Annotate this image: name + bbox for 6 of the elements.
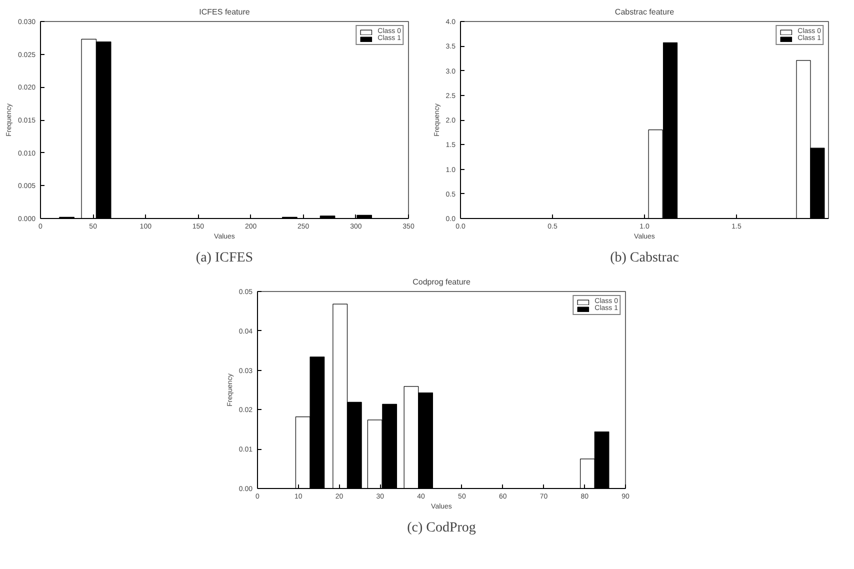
chart-title: Codprog feature (412, 278, 471, 286)
text: (a) ICFES (196, 250, 254, 266)
text: (c) CodProg (407, 520, 476, 536)
chart-title: ICFES feature (199, 8, 250, 16)
text: (b) Cabstrac (610, 250, 679, 266)
chart-title: Cabstrac feature (614, 8, 675, 16)
